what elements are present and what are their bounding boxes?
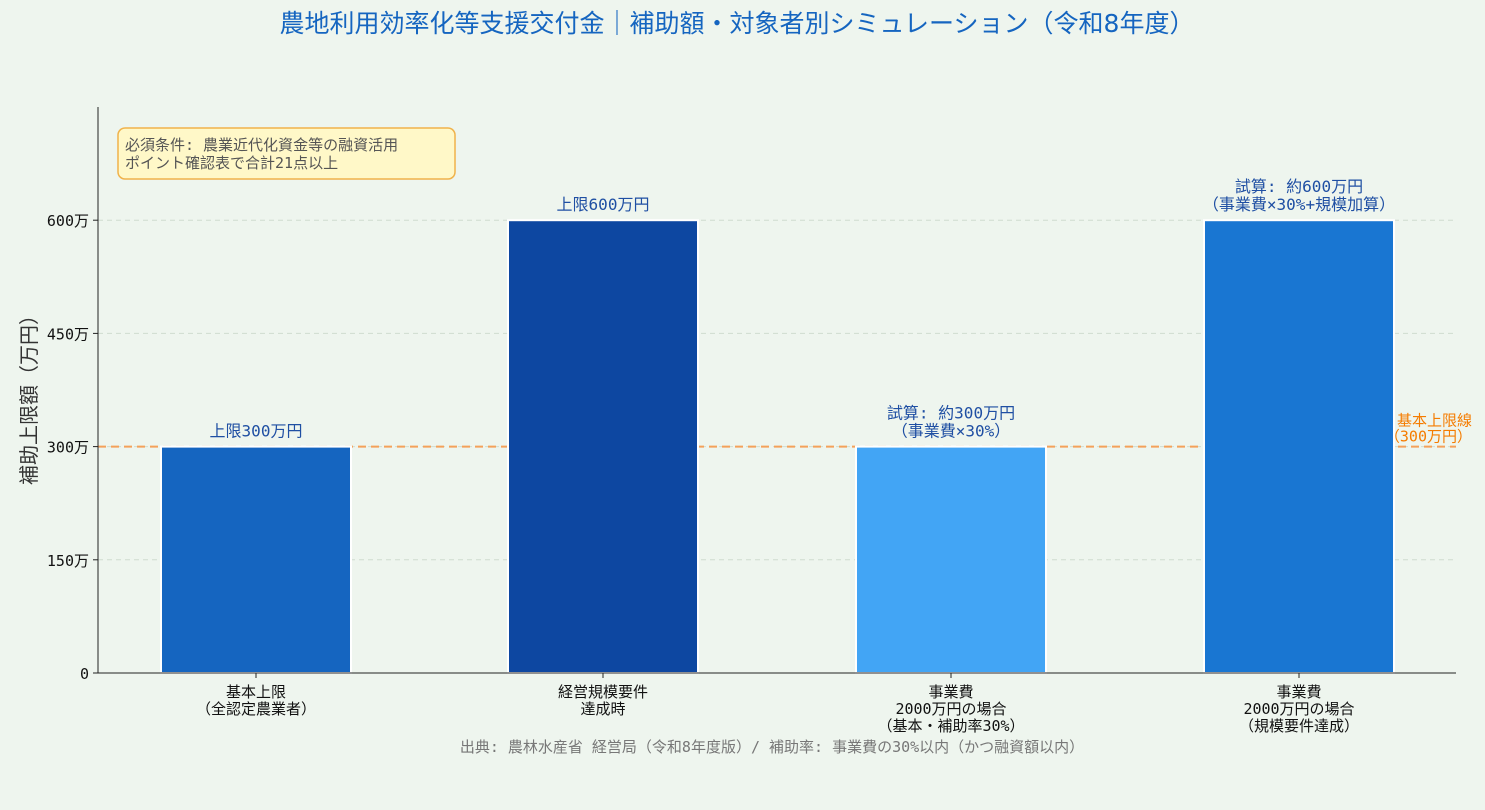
- x-tick-label: 事業費: [928, 683, 973, 701]
- x-tick-label: （全認定農業者）: [196, 700, 316, 718]
- data-label: 上限300万円: [210, 422, 303, 441]
- y-tick-label: 300万: [47, 439, 89, 457]
- x-tick-label: 2000万円の場合: [1243, 700, 1354, 718]
- x-tick-label: 2000万円の場合: [895, 700, 1006, 718]
- x-tick-label: （規模要件達成）: [1239, 717, 1359, 735]
- chart-title: 農地利用効率化等支援交付金｜補助額・対象者別シミュレーション（令和8年度）: [280, 9, 1195, 38]
- bar: [855, 445, 1047, 674]
- y-tick-label: 0: [80, 665, 89, 683]
- note-text: ポイント確認表で合計21点以上: [125, 154, 338, 172]
- y-tick-label: 150万: [47, 552, 89, 570]
- x-tick-label: 基本上限: [226, 683, 286, 701]
- x-tick-label: 事業費: [1276, 683, 1321, 701]
- reference-line-label: 基本上限線: [1397, 412, 1472, 430]
- x-tick-label: 達成時: [580, 700, 625, 718]
- bar: [507, 219, 699, 674]
- x-tick-label: （基本・補助率30%）: [877, 717, 1024, 735]
- bars: [160, 219, 1395, 674]
- note-box: [117, 127, 456, 180]
- note-text: 必須条件: 農業近代化資金等の融資活用: [125, 136, 398, 154]
- source-note: 出典: 農林水産省 経営局（令和8年度版）/ 補助率: 事業費の30%以内（かつ…: [460, 738, 1084, 756]
- bar: [1203, 219, 1395, 674]
- data-label: 試算: 約600万円: [1235, 177, 1363, 196]
- y-tick-label: 450万: [47, 325, 89, 343]
- reference-line-label: （300万円）: [1385, 428, 1472, 446]
- x-tick-label: 経営規模要件: [558, 683, 648, 701]
- data-label: （事業費×30%+規模加算）: [1203, 195, 1395, 214]
- data-label: （事業費×30%）: [892, 422, 1011, 441]
- bar: [160, 445, 352, 674]
- data-label: 上限600万円: [557, 195, 650, 214]
- y-axis-label: 補助上限額（万円）: [17, 305, 41, 485]
- y-tick-label: 600万: [47, 212, 89, 230]
- data-label: 試算: 約300万円: [887, 404, 1015, 423]
